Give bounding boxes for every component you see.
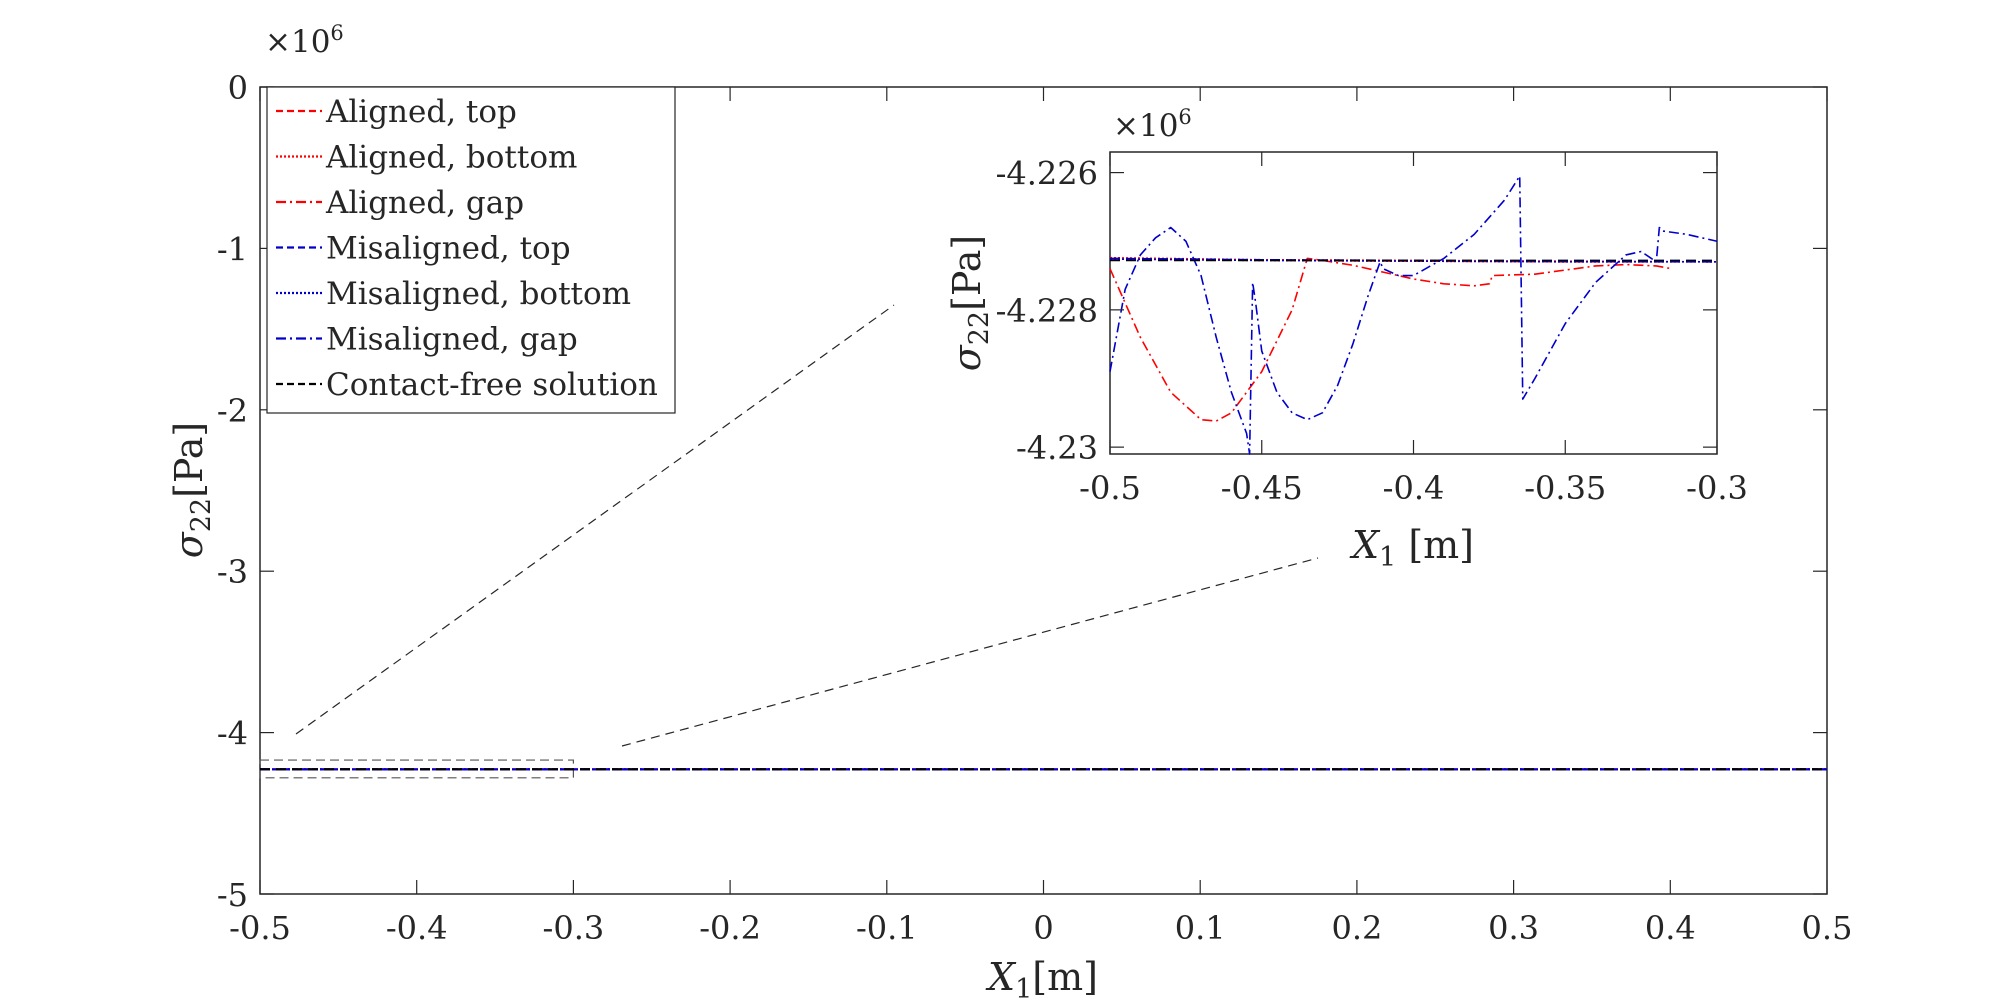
legend-label-2: Aligned, gap xyxy=(325,185,524,221)
main-x-tick-label: -0.3 xyxy=(543,909,605,947)
legend-label-3: Misaligned, top xyxy=(326,231,571,267)
main-x-tick-label: 0.4 xyxy=(1645,909,1696,947)
inset-x-tick-label: -0.35 xyxy=(1524,469,1606,507)
inset-x-tick-label: -0.45 xyxy=(1221,469,1303,507)
inset-y-axis-label: σ22[Pa] xyxy=(945,235,995,371)
zoom-connector-upper xyxy=(295,304,895,735)
inset-series-line-2 xyxy=(1109,257,1672,422)
main-x-tick-label: 0.2 xyxy=(1331,909,1382,947)
main-y-tick-label: -3 xyxy=(217,553,248,591)
inset-x-tick-label: -0.5 xyxy=(1079,469,1141,507)
main-y-tick-label: 0 xyxy=(228,69,248,107)
main-x-tick-label: 0.5 xyxy=(1802,909,1853,947)
main-x-tick-label: -0.2 xyxy=(699,909,761,947)
inset-y-ticks: -4.226 -4.228 -4.23 xyxy=(996,155,1717,467)
legend-label-1: Aligned, bottom xyxy=(325,140,577,176)
zoom-connector-lower xyxy=(621,557,1319,747)
inset-x-ticks: -0.5 -0.45 -0.4 -0.35 -0.3 xyxy=(1079,152,1748,507)
inset-plot: -0.5 -0.45 -0.4 -0.35 -0.3 -4.226 -4.228 -4.23… xyxy=(945,105,1748,573)
main-x-tick-label: -0.5 xyxy=(229,909,291,947)
inset-series-lines xyxy=(1109,175,1718,455)
inset-y-tick-label: -4.226 xyxy=(996,155,1098,193)
legend: Aligned, top Aligned, bottom Aligned, gap M… xyxy=(266,86,676,414)
main-x-tick-label: 0.3 xyxy=(1488,909,1539,947)
inset-y-tick-label: -4.228 xyxy=(996,292,1098,330)
legend-label-5: Misaligned, gap xyxy=(326,322,578,358)
inset-y-tick-label: -4.23 xyxy=(1016,429,1098,467)
legend-label-6: Contact-free solution xyxy=(326,367,658,403)
main-x-tick-label: -0.4 xyxy=(386,909,448,947)
main-y-tick-label: -1 xyxy=(217,230,248,268)
inset-x-axis-label: X1 [m] xyxy=(1349,523,1474,573)
main-x-tick-label: -0.1 xyxy=(856,909,918,947)
main-y-tick-label: -4 xyxy=(217,715,248,753)
inset-axes-frame xyxy=(1109,151,1718,455)
inset-series-line-5 xyxy=(1109,175,1718,455)
inset-x-tick-label: -0.3 xyxy=(1686,469,1748,507)
inset-x-tick-label: -0.4 xyxy=(1383,469,1445,507)
main-x-ticks: -0.5 -0.4 -0.3 -0.2 -0.1 0 0.1 0.2 0.3 0.4 0.5 xyxy=(229,87,1852,947)
zoom-connector-lines xyxy=(295,304,1319,747)
main-y-exponent-label: ×106 xyxy=(265,21,344,60)
main-y-tick-label: -2 xyxy=(217,392,248,430)
main-x-tick-label: 0 xyxy=(1033,909,1053,947)
legend-label-0: Aligned, top xyxy=(325,94,517,130)
main-x-axis-label: X1[m] xyxy=(985,955,1098,1003)
legend-label-4: Misaligned, bottom xyxy=(326,276,631,312)
main-x-tick-label: 0.1 xyxy=(1175,909,1226,947)
main-y-ticks: 0 -1 -2 -3 -4 -5 xyxy=(217,69,1827,914)
main-y-tick-label: -5 xyxy=(217,876,248,914)
main-y-axis-label: σ22[Pa] xyxy=(167,422,217,558)
legend-box xyxy=(266,86,676,414)
